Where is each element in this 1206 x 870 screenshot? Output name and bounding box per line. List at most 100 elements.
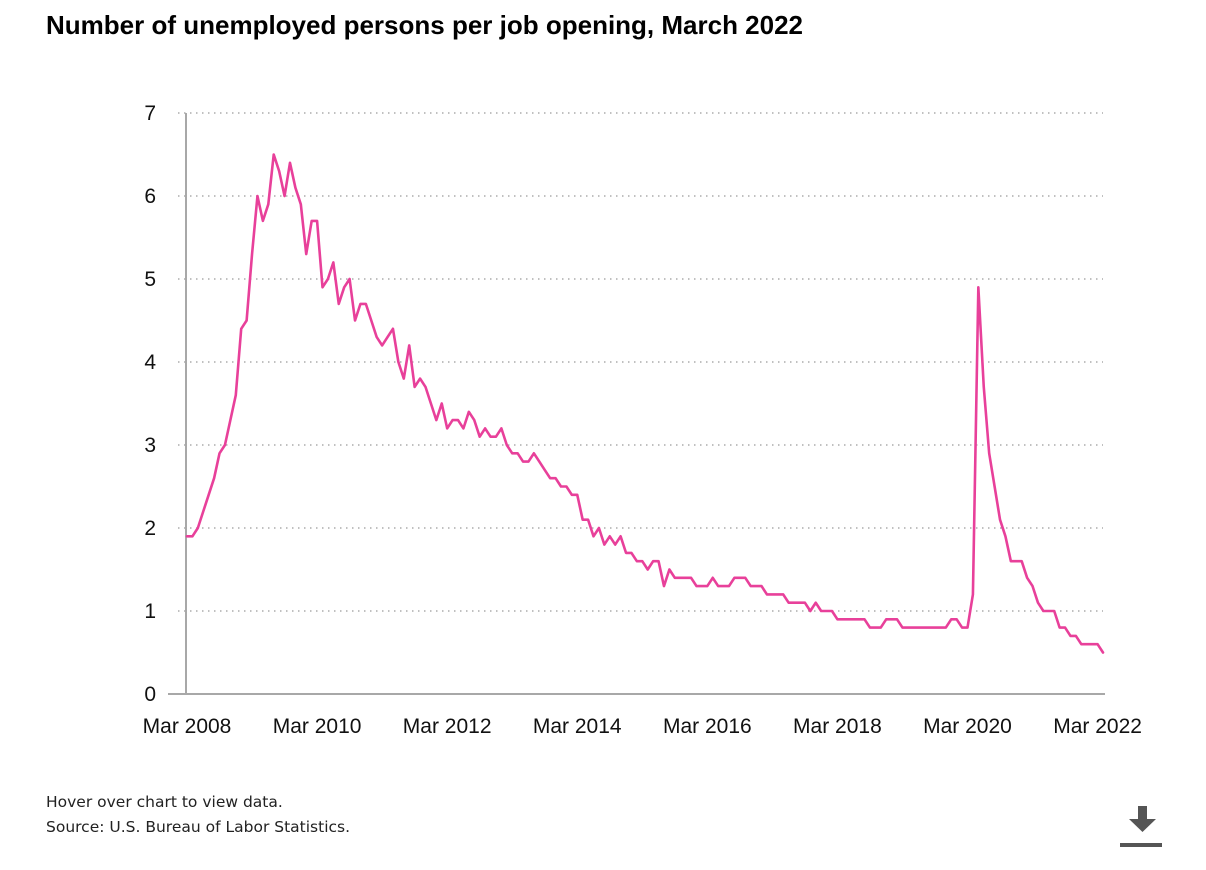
data-point[interactable] [520, 459, 526, 465]
data-point[interactable] [233, 392, 239, 398]
data-point[interactable] [699, 583, 705, 589]
data-point[interactable] [916, 625, 922, 631]
data-point[interactable] [444, 425, 450, 431]
data-point[interactable] [1062, 625, 1068, 631]
data-point[interactable] [975, 284, 981, 290]
data-point[interactable] [244, 318, 250, 324]
data-point[interactable] [992, 484, 998, 490]
data-point[interactable] [628, 550, 634, 556]
data-point[interactable] [791, 600, 797, 606]
data-point[interactable] [742, 575, 748, 581]
data-point[interactable] [455, 417, 461, 423]
data-point[interactable] [683, 575, 689, 581]
data-point[interactable] [688, 575, 694, 581]
data-point[interactable] [238, 326, 244, 332]
data-point[interactable] [970, 591, 976, 597]
data-point[interactable] [693, 583, 699, 589]
data-point[interactable] [715, 583, 721, 589]
data-point[interactable] [222, 442, 228, 448]
data-point[interactable] [1100, 650, 1106, 656]
data-point[interactable] [547, 475, 553, 481]
data-point[interactable] [211, 475, 217, 481]
data-point[interactable] [672, 575, 678, 581]
data-point[interactable] [666, 567, 672, 573]
data-point[interactable] [932, 625, 938, 631]
data-point[interactable] [829, 608, 835, 614]
data-point[interactable] [466, 409, 472, 415]
data-point[interactable] [401, 376, 407, 382]
data-point[interactable] [748, 583, 754, 589]
data-point[interactable] [591, 533, 597, 539]
data-point[interactable] [1035, 600, 1041, 606]
data-point[interactable] [287, 160, 293, 166]
data-point[interactable] [656, 558, 662, 564]
data-point[interactable] [471, 417, 477, 423]
data-point[interactable] [569, 492, 575, 498]
data-point[interactable] [585, 517, 591, 523]
data-point[interactable] [563, 484, 569, 490]
data-point[interactable] [200, 508, 206, 514]
data-point[interactable] [482, 425, 488, 431]
data-point[interactable] [352, 318, 358, 324]
data-point[interactable] [363, 301, 369, 307]
data-point[interactable] [889, 616, 895, 622]
download-button[interactable] [1118, 806, 1164, 850]
data-point[interactable] [515, 450, 521, 456]
data-point[interactable] [422, 384, 428, 390]
data-point[interactable] [227, 417, 233, 423]
data-point[interactable] [948, 616, 954, 622]
data-point[interactable] [878, 625, 884, 631]
chart[interactable]: 0 1 2 3 4 5 6 7 Mar 2008 Mar 2010 Mar 2012 Mar 201… [0, 0, 1206, 780]
data-point[interactable] [1078, 641, 1084, 647]
data-point[interactable] [1030, 583, 1036, 589]
data-point[interactable] [325, 276, 331, 282]
data-point[interactable] [607, 533, 613, 539]
data-point[interactable] [813, 600, 819, 606]
data-point[interactable] [1084, 641, 1090, 647]
data-point[interactable] [737, 575, 743, 581]
data-point[interactable] [184, 533, 190, 539]
data-point[interactable] [357, 301, 363, 307]
data-point[interactable] [406, 342, 412, 348]
data-point[interactable] [536, 459, 542, 465]
data-point[interactable] [531, 450, 537, 456]
data-point[interactable] [498, 425, 504, 431]
data-point[interactable] [439, 401, 445, 407]
data-point[interactable] [303, 251, 309, 257]
data-point[interactable] [558, 484, 564, 490]
data-point[interactable] [867, 625, 873, 631]
data-point[interactable] [580, 517, 586, 523]
data-point[interactable] [542, 467, 548, 473]
data-point[interactable] [986, 450, 992, 456]
data-point[interactable] [704, 583, 710, 589]
data-point[interactable] [271, 152, 277, 158]
data-point[interactable] [921, 625, 927, 631]
data-point[interactable] [710, 575, 716, 581]
data-point[interactable] [769, 591, 775, 597]
data-point[interactable] [883, 616, 889, 622]
data-point[interactable] [254, 193, 260, 199]
data-point[interactable] [759, 583, 765, 589]
data-point[interactable] [818, 608, 824, 614]
data-point[interactable] [574, 492, 580, 498]
data-point[interactable] [509, 450, 515, 456]
data-point[interactable] [460, 425, 466, 431]
data-point[interactable] [493, 434, 499, 440]
data-point[interactable] [374, 334, 380, 340]
data-point[interactable] [1057, 625, 1063, 631]
data-point[interactable] [862, 616, 868, 622]
data-point[interactable] [368, 318, 374, 324]
data-point[interactable] [786, 600, 792, 606]
data-point[interactable] [824, 608, 830, 614]
data-point[interactable] [195, 525, 201, 531]
data-point[interactable] [249, 251, 255, 257]
data-point[interactable] [677, 575, 683, 581]
data-point[interactable] [1067, 633, 1073, 639]
data-point[interactable] [314, 218, 320, 224]
data-point[interactable] [964, 625, 970, 631]
data-point[interactable] [856, 616, 862, 622]
data-point[interactable] [894, 616, 900, 622]
data-point[interactable] [910, 625, 916, 631]
data-point[interactable] [292, 185, 298, 191]
data-point[interactable] [959, 625, 965, 631]
